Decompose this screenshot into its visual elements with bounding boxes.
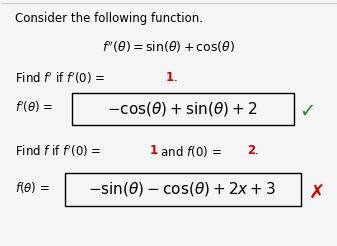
- FancyBboxPatch shape: [71, 92, 294, 125]
- Text: ✗: ✗: [309, 184, 326, 203]
- Text: and $f(0)$ =: and $f(0)$ =: [157, 144, 223, 159]
- Text: Consider the following function.: Consider the following function.: [15, 12, 203, 25]
- Text: $-\sin(\theta) - \cos(\theta) + 2x + 3$: $-\sin(\theta) - \cos(\theta) + 2x + 3$: [89, 180, 277, 198]
- Text: 1: 1: [150, 144, 158, 157]
- Text: $-\cos(\theta) + \sin(\theta) + 2$: $-\cos(\theta) + \sin(\theta) + 2$: [108, 100, 258, 118]
- Text: 1: 1: [166, 71, 174, 84]
- Text: Find $f$ if $f'(0)$ =: Find $f$ if $f'(0)$ =: [15, 144, 102, 159]
- Text: $f''(\theta) = \sin(\theta) + \cos(\theta)$: $f''(\theta) = \sin(\theta) + \cos(\thet…: [102, 39, 235, 55]
- Text: 2: 2: [247, 144, 255, 157]
- Text: $f'(\theta)$ =: $f'(\theta)$ =: [15, 99, 55, 115]
- Text: .: .: [174, 71, 177, 84]
- Text: .: .: [255, 144, 258, 157]
- Text: Find $f'$ if $f'(0)$ =: Find $f'$ if $f'(0)$ =: [15, 71, 106, 86]
- Text: ✓: ✓: [299, 102, 315, 121]
- Text: $f(\theta)$ =: $f(\theta)$ =: [15, 180, 51, 195]
- FancyBboxPatch shape: [65, 173, 301, 206]
